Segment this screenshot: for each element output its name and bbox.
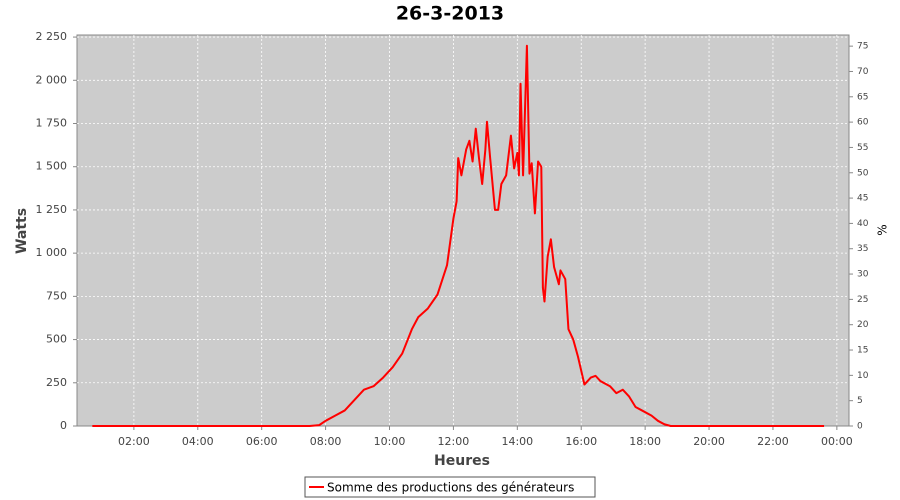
y-tick-label: 250: [46, 376, 67, 389]
y-tick-label: 0: [60, 419, 67, 432]
y2-tick-label: 40: [857, 219, 869, 229]
y2-tick-label: 55: [857, 143, 868, 153]
y2-tick-label: 20: [857, 320, 869, 330]
legend: [304, 476, 596, 498]
y2-tick-label: 35: [857, 244, 868, 254]
y2-tick-label: 5: [857, 396, 863, 406]
x-tick-label: 00:00: [821, 435, 853, 448]
y-tick-label: 1 000: [36, 246, 68, 259]
x-tick-label: 20:00: [693, 435, 725, 448]
y2-tick-label: 60: [857, 118, 869, 128]
y2-tick-label: 65: [857, 92, 868, 102]
x-axis-label: Heures: [434, 453, 490, 469]
y-tick-label: 500: [46, 333, 67, 346]
x-tick-label: 10:00: [374, 435, 406, 448]
y2-tick-label: 50: [857, 168, 869, 178]
x-tick-label: 22:00: [757, 435, 789, 448]
x-tick-label: 04:00: [182, 435, 214, 448]
data-line: [92, 44, 825, 427]
y2-tick-label: 0: [857, 422, 863, 432]
y-tick-label: 2 000: [36, 73, 68, 86]
x-tick-label: 12:00: [438, 435, 470, 448]
y-tick-label: 1 500: [36, 160, 68, 173]
x-tick-label: 06:00: [246, 435, 278, 448]
x-tick-label: 14:00: [501, 435, 533, 448]
y-axis-label: Watts: [14, 208, 30, 254]
x-tick-label: 08:00: [310, 435, 342, 448]
y2-tick-label: 15: [857, 346, 868, 356]
y2-tick-label: 75: [857, 42, 868, 52]
y2-tick-label: 25: [857, 295, 868, 305]
y-tick-label: 750: [46, 289, 67, 302]
y2-tick-label: 45: [857, 194, 868, 204]
y-tick-label: 1 250: [36, 203, 68, 216]
y-tick-label: 1 750: [36, 117, 68, 130]
x-tick-label: 16:00: [565, 435, 597, 448]
legend-label: Somme des productions des générateurs: [327, 481, 574, 495]
plot-area: [76, 34, 850, 427]
y2-axis-label: %: [876, 224, 890, 235]
y-tick-label: 2 250: [36, 30, 68, 43]
chart-title: 26-3-2013: [396, 3, 504, 25]
y2-tick-label: 10: [857, 371, 869, 381]
y2-tick-label: 30: [857, 270, 869, 280]
x-tick-label: 18:00: [629, 435, 661, 448]
y2-tick-label: 70: [857, 67, 869, 77]
x-tick-label: 02:00: [118, 435, 150, 448]
